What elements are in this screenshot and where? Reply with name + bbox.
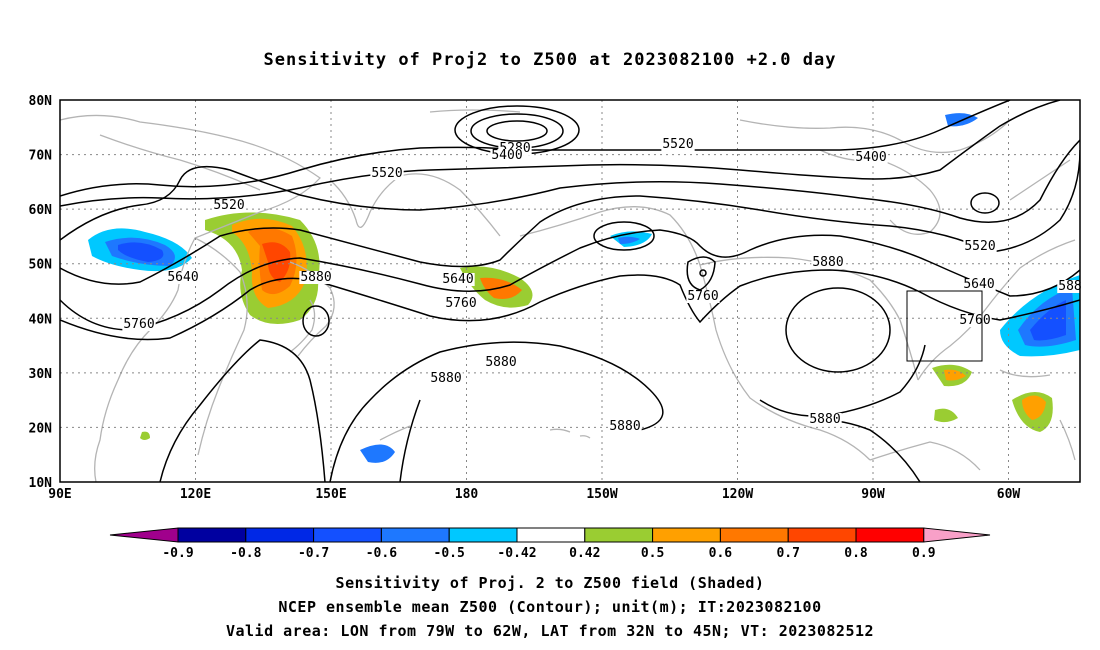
colorbar-swatch [584,527,654,543]
contour-label: 5640 [167,270,198,285]
shaded-sensitivity-field [88,113,1080,463]
lon-label: 120W [722,487,753,502]
colorbar-high-triangle [923,527,991,543]
caption-shaded: Sensitivity of Proj. 2 to Z500 field (Sh… [335,574,765,592]
contour-label: 5760 [123,317,154,332]
colorbar-swatch [652,527,721,543]
colorbar-label: 0.9 [912,546,935,561]
colorbar: -0.9 -0.8 -0.7 -0.6 -0.5 -0.42 0.42 0.5 0.6 0.7 0.… [109,527,991,561]
colorbar-label: 0.7 [776,546,799,561]
colorbar-swatch [719,527,789,543]
contour-label: 5520 [371,166,402,181]
colorbar-swatch [516,527,586,543]
contour-label: 5880 [485,355,516,370]
contour-label: 5880 [430,371,461,386]
caption-valid-area: Valid area: LON from 79W to 62W, LAT fro… [225,622,875,640]
lat-label: 10N [29,476,53,491]
lon-label: 60W [997,487,1021,502]
contour-label: 5520 [964,239,995,254]
caption-contour: NCEP ensemble mean Z500 (Contour); unit(… [278,598,822,616]
colorbar-swatch [448,527,518,543]
contour-label: 5880 [609,419,640,434]
colorbar-label: -0.9 [162,546,193,561]
contour-labels: 5280540055205520552054005520564057605880… [122,137,1083,434]
lon-label: 150W [586,487,617,502]
contour-label: 588 [1058,279,1081,294]
contour-label: 5640 [442,272,473,287]
colorbar-low-triangle [109,527,179,543]
colorbar-label: 0.5 [641,546,664,561]
lat-label: 50N [29,258,53,273]
lat-label: 70N [29,149,53,164]
contour-label: 5880 [300,270,331,285]
lat-label: 20N [29,421,53,436]
colorbar-label: -0.5 [434,546,465,561]
contour-label: 5760 [445,296,476,311]
colorbar-swatch [313,527,382,543]
colorbar-label: -0.6 [366,546,397,561]
plot-title: Sensitivity of Proj2 to Z500 at 20230821… [263,50,837,70]
positive-shading-region [140,212,1053,440]
contour-label: 5760 [959,313,990,328]
contour-label: 5400 [855,150,886,165]
lat-label: 80N [29,94,53,109]
colorbar-swatch [787,527,857,543]
contour-label: 5520 [662,137,693,152]
valid-area-box [906,290,983,362]
lat-label: 40N [29,312,53,327]
colorbar-label: 0.8 [844,546,868,561]
lon-label: 180 [455,487,479,502]
contour-label: 5520 [213,198,244,213]
colorbar-swatch [245,527,315,543]
contour-label: 5880 [812,255,843,270]
colorbar-label: 0.6 [709,546,733,561]
lon-label: 120E [180,487,211,502]
contour-label: 5880 [809,412,840,427]
colorbar-swatch [177,527,247,543]
colorbar-label: -0.7 [298,546,329,561]
contour-label: 5400 [491,148,522,163]
map-frame [59,99,1081,483]
lat-label: 30N [29,367,53,382]
colorbar-label: 0.42 [569,546,600,561]
colorbar-label: -0.42 [497,546,536,561]
colorbar-label: -0.8 [230,546,261,561]
lon-label: 90W [861,487,885,502]
contour-label: 5760 [687,289,718,304]
colorbar-swatch [855,527,925,543]
lon-axis-labels: 90E 120E 150E 180 150W 120W 90W 60W [48,487,1020,502]
colorbar-swatch [380,527,450,543]
contour-label: 5640 [963,277,994,292]
lat-label: 60N [29,203,53,218]
lon-label: 90E [48,487,71,502]
lon-label: 150E [315,487,346,502]
lat-axis-labels: 80N 70N 60N 50N 40N 30N 20N 10N [29,94,53,491]
